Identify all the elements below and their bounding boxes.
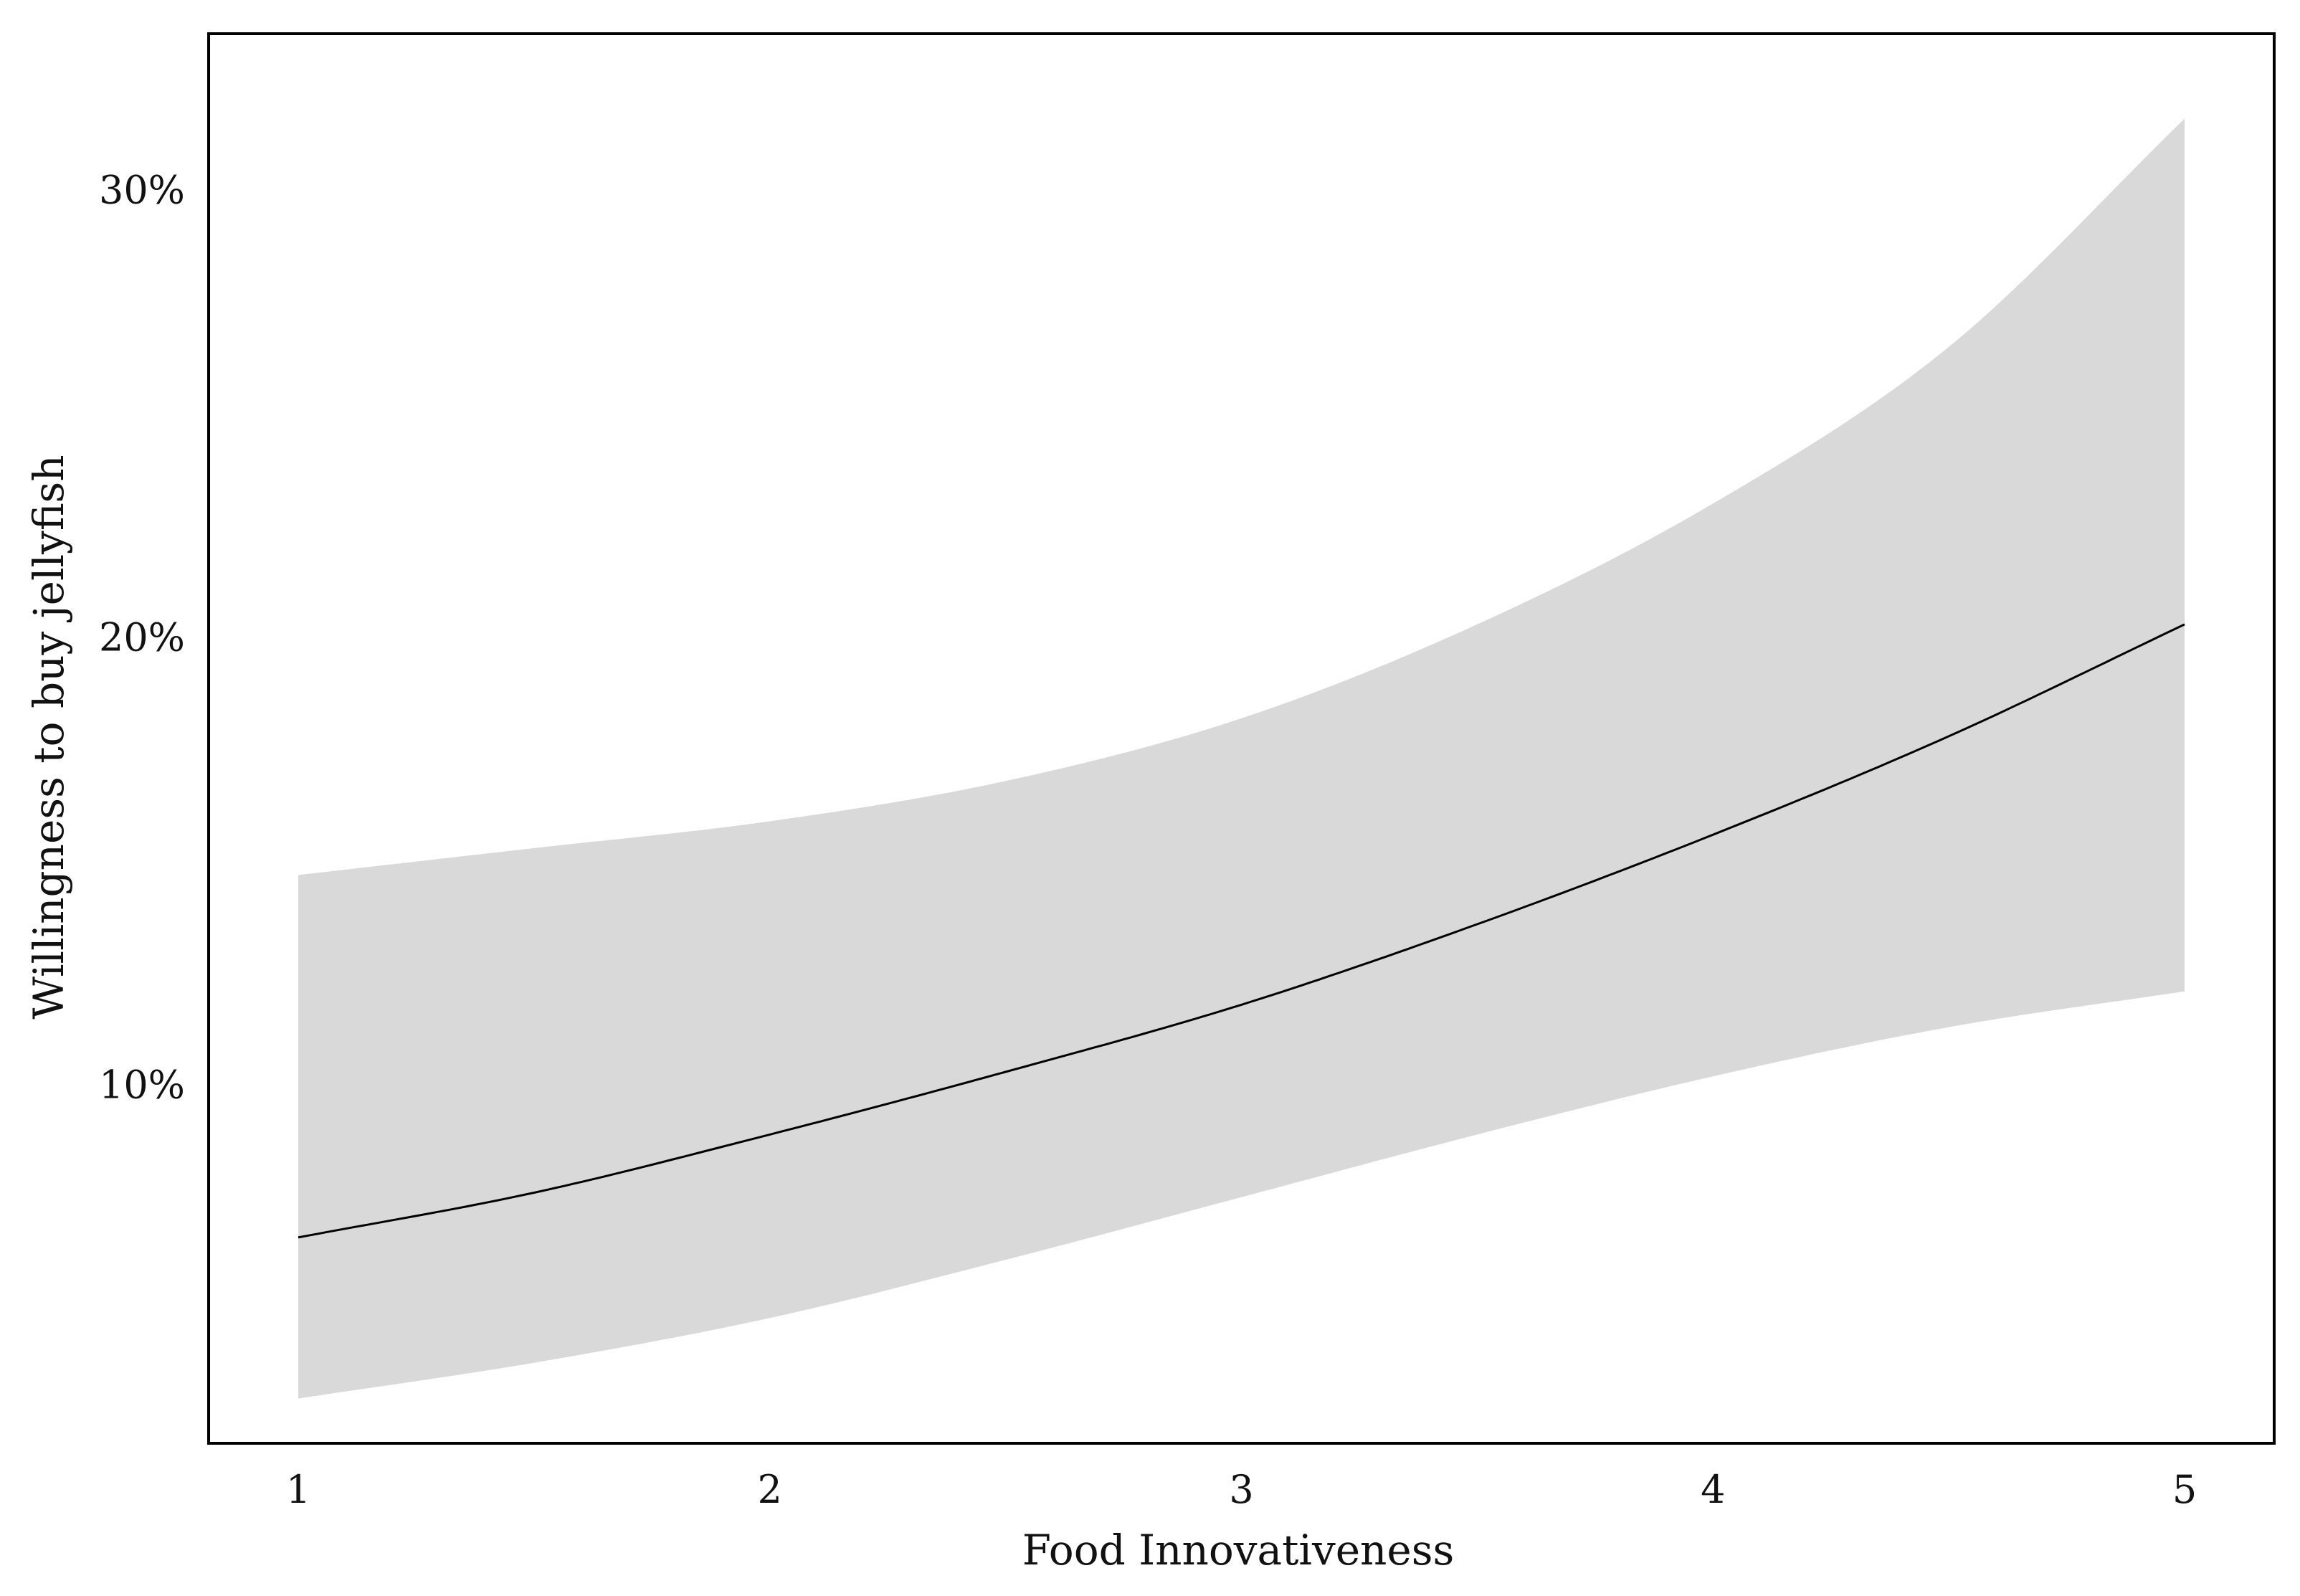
y-tick-label: 10%: [99, 1063, 185, 1108]
y-axis-title: Willingness to buy jellyfish: [24, 455, 73, 1019]
axis-ticks: 1 2 3 4 5 10% 20% 30%: [99, 167, 2197, 1512]
x-tick-label: 3: [1229, 1467, 1253, 1512]
x-axis-title: Food Innovativeness: [1022, 1526, 1455, 1574]
plot-area: [207, 32, 2276, 1445]
x-tick-label: 4: [1701, 1467, 1725, 1512]
confidence-band: [298, 118, 2185, 1399]
fit-line: [298, 623, 2185, 1239]
y-tick-label: 20%: [99, 615, 185, 660]
y-tick-label: 30%: [99, 167, 185, 212]
x-tick-label: 5: [2172, 1467, 2197, 1512]
x-tick-label: 1: [286, 1467, 310, 1512]
plot-frame: [207, 32, 2276, 1445]
x-tick-label: 2: [758, 1467, 782, 1512]
